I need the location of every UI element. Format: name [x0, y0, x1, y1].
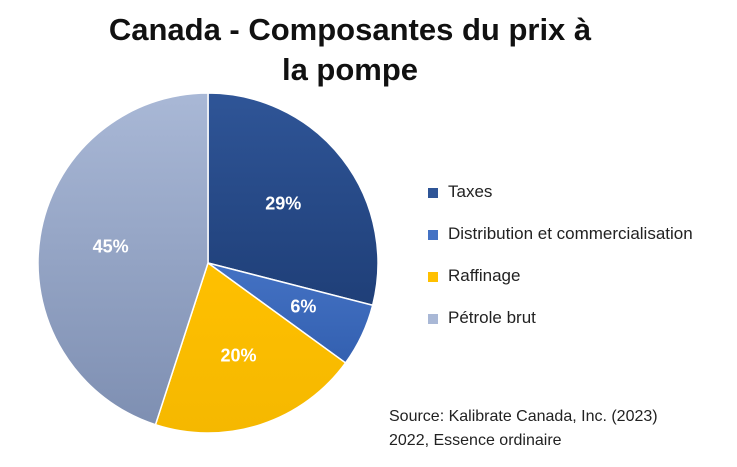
legend-swatch-raffinage	[428, 272, 438, 282]
legend-label-raffinage: Raffinage	[448, 266, 521, 285]
data-label-petrole-brut: 45%	[93, 236, 129, 256]
pie-slice-taxes	[207, 92, 379, 307]
legend-swatch-petrole-brut	[428, 314, 438, 324]
data-label-taxes: 29%	[265, 193, 301, 213]
source-note: Source: Kalibrate Canada, Inc. (2023) 20…	[389, 405, 658, 453]
source-line-1: Source: Kalibrate Canada, Inc. (2023)	[389, 408, 658, 425]
legend-swatch-distribution	[428, 230, 438, 240]
legend-label-petrole-brut: Pétrole brut	[448, 308, 536, 327]
legend-label-distribution: Distribution et commercialisation	[448, 224, 693, 243]
legend-swatch-taxes	[428, 188, 438, 198]
chart-title: Canada - Composantes du prix à la pompe	[40, 10, 660, 90]
source-line-2: 2022, Essence ordinaire	[389, 432, 562, 449]
data-label-distribution: 6%	[290, 297, 316, 317]
chart-title-line-1: Canada - Composantes du prix à	[108, 12, 592, 47]
data-label-raffinage: 20%	[220, 346, 256, 366]
pie-slice-raffinage	[154, 261, 347, 434]
legend-label-taxes: Taxes	[448, 182, 493, 201]
pie-slice-petrole-brut	[37, 92, 209, 426]
chart-title-line-2: la pompe	[281, 52, 419, 87]
